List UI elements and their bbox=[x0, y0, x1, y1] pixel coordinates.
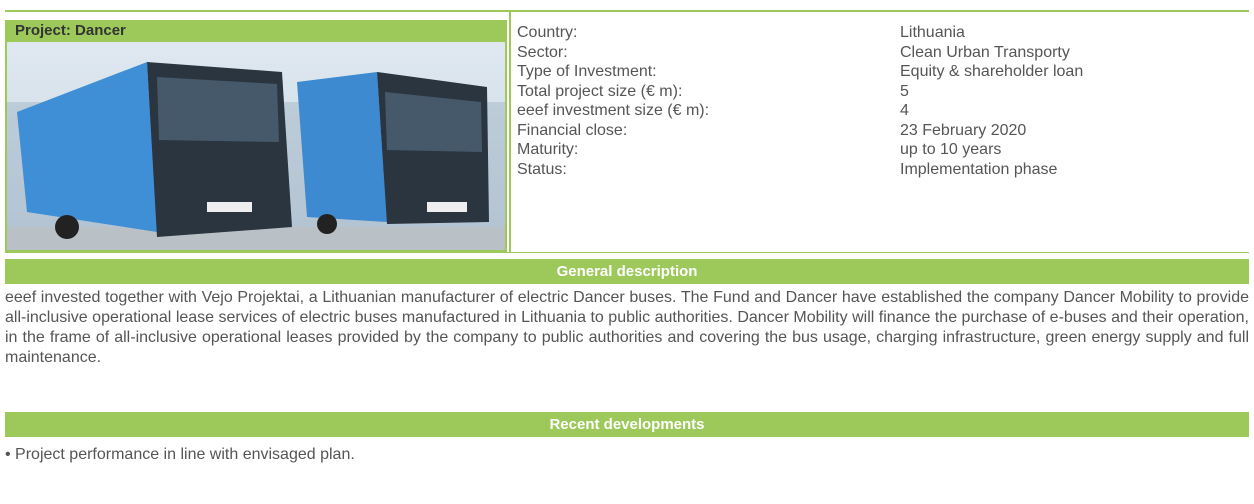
section-heading: General description bbox=[5, 259, 1249, 284]
detail-value: Clean Urban Transporty bbox=[900, 43, 1070, 61]
detail-label: Status: bbox=[517, 160, 567, 178]
top-rule bbox=[5, 10, 1249, 12]
detail-value: Equity & shareholder loan bbox=[900, 63, 1084, 80]
detail-row: eeef investment size (€ m): 4 bbox=[517, 101, 1247, 121]
detail-label: Financial close: bbox=[517, 121, 628, 139]
detail-row: Type of Investment: Equity & shareholder … bbox=[517, 62, 1247, 82]
description-text: eeef invested together with Vejo Projekt… bbox=[5, 289, 1249, 366]
detail-value: Implementation phase bbox=[900, 160, 1058, 178]
detail-value: up to 10 years bbox=[900, 141, 1002, 158]
detail-label: eeef investment size (€ m): bbox=[517, 102, 710, 119]
detail-row: Sector: Clean Urban Transporty bbox=[517, 43, 1247, 63]
detail-row: Country: Lithuania bbox=[517, 23, 1247, 43]
bus-illustration bbox=[7, 42, 505, 250]
detail-label: Maturity: bbox=[517, 141, 579, 158]
detail-label: Sector: bbox=[517, 43, 568, 61]
details-table: Country: Lithuania Sector: Clean Urban Tran… bbox=[517, 23, 1247, 179]
detail-label: Country: bbox=[517, 24, 578, 41]
detail-row: Status: Implementation phase bbox=[517, 160, 1247, 180]
detail-label: Total project size (€ m): bbox=[517, 82, 683, 100]
rule bbox=[5, 252, 1249, 253]
detail-value: Lithuania bbox=[900, 24, 965, 41]
project-photo bbox=[5, 42, 507, 252]
project-title: Project: Dancer bbox=[5, 20, 507, 42]
column-divider bbox=[509, 12, 511, 252]
detail-value: 4 bbox=[900, 102, 909, 119]
detail-label: Type of Investment: bbox=[517, 63, 657, 80]
detail-row: Financial close: 23 February 2020 bbox=[517, 121, 1247, 141]
development-item: • Project performance in line with envis… bbox=[5, 446, 355, 463]
section-heading: Recent developments bbox=[5, 412, 1249, 437]
detail-row: Maturity: up to 10 years bbox=[517, 140, 1247, 160]
detail-value: 5 bbox=[900, 82, 909, 100]
detail-row: Total project size (€ m): 5 bbox=[517, 82, 1247, 102]
developments-list: • Project performance in line with envis… bbox=[5, 445, 1249, 465]
detail-value: 23 February 2020 bbox=[900, 121, 1027, 139]
